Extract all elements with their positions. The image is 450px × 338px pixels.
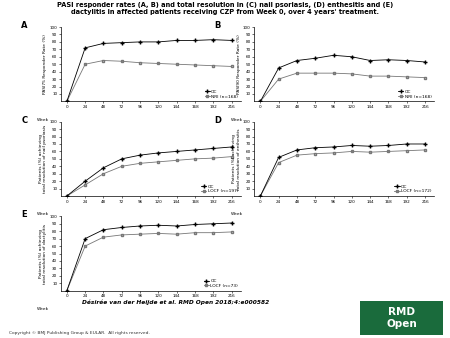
Text: Copyright © BMJ Publishing Group & EULAR.  All rights reserved.: Copyright © BMJ Publishing Group & EULAR… xyxy=(9,331,150,335)
Text: RMD
Open: RMD Open xyxy=(386,307,417,329)
Y-axis label: Patients (%) achieving
total resolution of dactylitis: Patients (%) achieving total resolution … xyxy=(39,223,47,284)
Y-axis label: Patients (%) achieving
total resolution of nail psoriasis: Patients (%) achieving total resolution … xyxy=(39,125,47,193)
Text: D: D xyxy=(215,116,222,125)
Legend: OC, NRI (n=168): OC, NRI (n=168) xyxy=(398,89,432,99)
Text: Week: Week xyxy=(231,212,243,216)
Y-axis label: PASI75 Responder Rate (%): PASI75 Responder Rate (%) xyxy=(44,34,47,94)
Text: Week: Week xyxy=(37,118,50,122)
Legend: OC, LOCF (n=73): OC, LOCF (n=73) xyxy=(203,279,238,288)
Legend: OC, LOCF (n=172): OC, LOCF (n=172) xyxy=(394,184,432,194)
Text: Week: Week xyxy=(231,118,243,122)
Legend: OC, LOCF (n=197): OC, LOCF (n=197) xyxy=(200,184,238,194)
Text: Week: Week xyxy=(37,212,50,216)
Text: B: B xyxy=(215,21,221,30)
Legend: OC, NRI (n=168): OC, NRI (n=168) xyxy=(204,89,238,99)
Text: Week: Week xyxy=(37,307,50,311)
Y-axis label: PASI90 Responder Rate (%): PASI90 Responder Rate (%) xyxy=(237,34,241,94)
Text: C: C xyxy=(21,116,27,125)
Text: E: E xyxy=(21,210,27,219)
Text: PASI responder rates (A, B) and total resolution in (C) nail psoriasis, (D) enth: PASI responder rates (A, B) and total re… xyxy=(57,2,393,15)
Text: Désirée van der Heijde et al. RMD Open 2018;4:e000582: Désirée van der Heijde et al. RMD Open 2… xyxy=(82,299,269,305)
Text: A: A xyxy=(21,21,27,30)
Y-axis label: Patients (%) achieving
total resolution of enthesitis: Patients (%) achieving total resolution … xyxy=(232,128,241,190)
